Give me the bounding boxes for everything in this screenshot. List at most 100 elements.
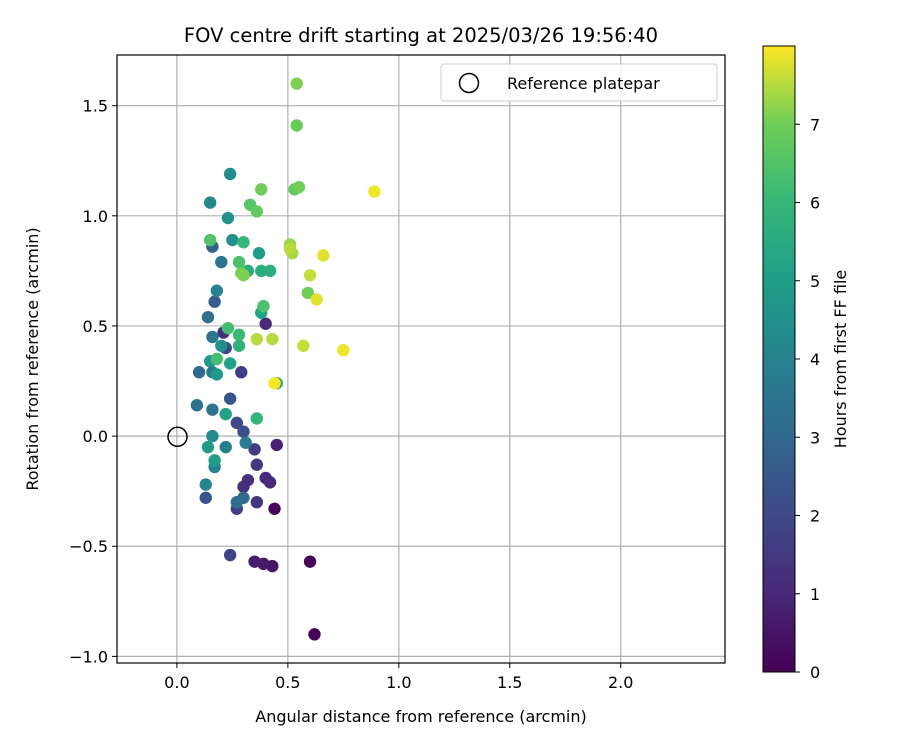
scatter-point [201,310,215,324]
chart-title: FOV centre drift starting at 2025/03/26 … [184,24,658,47]
scatter-point [223,167,237,181]
scatter-point [210,368,224,381]
y-tick-label: −1.0 [69,647,108,666]
plot-area: 0.0 0.5 1.0 1.5 2.0 −1.0 −0.5 0.0 0.5 1.0 1.5 [69,54,726,692]
colorbar-tick-label: 4 [810,350,820,369]
colorbar-gradient [762,45,796,673]
x-tick-label: 1.0 [386,673,411,692]
scatter-point [232,339,246,352]
scatter-point [290,77,303,90]
colorbar-tick-label: 6 [810,194,820,213]
scatter-point [239,436,252,449]
scatter-point [203,196,217,209]
scatter-point [248,555,261,568]
reference-marker [167,426,188,448]
colorbar: 0 1 2 3 4 5 6 7 Hours from first FF file [762,45,850,682]
scatter-point [317,249,330,262]
scatter-point [237,236,250,249]
scatter-point [266,332,279,346]
scatter-point [250,205,263,218]
legend-label-reference: Reference platepar [507,74,660,93]
scatter-point [250,458,263,471]
scatter-point [257,299,270,313]
scatter-point [310,293,323,306]
scatter-point [230,416,244,430]
scatter-point [210,284,224,297]
scatter-point [208,295,221,308]
scatter-point [250,412,263,425]
scatter-point [232,255,246,269]
scatter-point [215,339,228,352]
scatter-point [292,180,306,194]
scatter-point [250,332,263,346]
scatter-point [255,264,268,278]
scatter-point [219,440,232,454]
scatter-point [297,339,310,352]
legend-marker-reference [458,72,480,94]
colorbar-tick-label: 3 [810,428,820,447]
scatter-point [235,366,248,379]
colorbar-tick-label: 5 [810,272,820,291]
scatter-point [252,247,266,260]
scatter-point [232,328,246,341]
legend-box [440,63,718,102]
scatter-point [303,555,317,568]
scatter-point [237,269,250,282]
colorbar-label: Hours from first FF file [831,270,850,449]
scatter-point [223,392,237,405]
scatter-point [206,403,219,416]
x-tick-label: 0.0 [164,673,189,692]
scatter-point [237,480,250,493]
colorbar-tick-label: 2 [810,507,820,526]
x-tick-label: 1.5 [497,673,522,692]
scatter-point [248,443,261,456]
scatter-point [219,407,232,421]
scatter-point [206,429,219,443]
scatter-point [250,495,263,509]
scatter-point [206,330,219,344]
colorbar-tick-label: 7 [810,115,820,134]
scatter-point [337,343,350,357]
scatter-point [268,502,281,515]
x-axis-ticks: 0.0 0.5 1.0 1.5 2.0 [164,663,633,692]
scatter-point [290,119,303,132]
y-tick-label: 1.0 [83,207,108,226]
plot-frame [116,54,726,664]
scatter-point [221,211,235,225]
y-tick-label: −0.5 [69,537,108,556]
scatter-point [190,399,204,412]
scatter-point [268,377,281,390]
scatter-point [368,185,381,198]
colorbar-ticks: 0 1 2 3 4 5 6 7 [795,115,820,682]
scatter-point [283,242,297,256]
scatter-point [221,321,235,335]
scatter-point [199,491,212,504]
scatter-point [230,495,244,509]
scatter-point [201,440,215,454]
scatter-point [308,628,321,641]
colorbar-tick-label: 1 [810,585,820,604]
y-tick-label: 0.0 [83,427,108,446]
scatter-point [215,255,228,269]
scatter-point [192,366,206,379]
legend: Reference platepar [440,63,718,102]
scatter-point [223,548,237,562]
y-tick-label: 1.5 [83,97,108,116]
scatter-points [190,77,381,641]
scatter-point [199,478,212,491]
scatter-point [208,454,221,467]
scatter-point [203,233,217,247]
x-tick-label: 0.5 [275,673,300,692]
scatter-point [226,233,239,247]
x-tick-label: 2.0 [608,673,633,692]
scatter-point [255,183,268,196]
y-tick-label: 0.5 [83,317,108,336]
y-axis-ticks: −1.0 −0.5 0.0 0.5 1.0 1.5 [69,97,117,666]
y-axis-label: Rotation from reference (arcmin) [23,227,42,490]
scatter-point [301,286,315,300]
scatter-point [270,438,283,452]
scatter-point [263,264,277,278]
colorbar-tick-label: 0 [810,663,820,682]
